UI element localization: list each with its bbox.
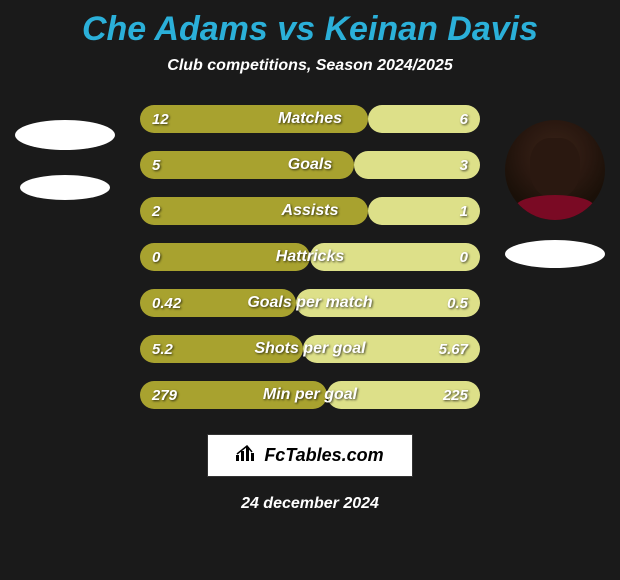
stat-row: 5 Goals 3: [140, 151, 480, 179]
stat-row: 0 Hattricks 0: [140, 243, 480, 271]
stat-row: 0.42 Goals per match 0.5: [140, 289, 480, 317]
stat-value-left: 2: [152, 203, 160, 220]
stat-label: Assists: [282, 202, 339, 220]
stat-value-left: 5.2: [152, 341, 173, 358]
stat-value-right: 5.67: [439, 341, 468, 358]
main-container: Che Adams vs Keinan Davis Club competiti…: [0, 0, 620, 580]
stat-row: 12 Matches 6: [140, 105, 480, 133]
page-subtitle: Club competitions, Season 2024/2025: [167, 57, 452, 75]
stat-value-right: 225: [443, 387, 468, 404]
stat-value-left: 12: [152, 111, 169, 128]
stat-value-left: 279: [152, 387, 177, 404]
stat-value-right: 1: [460, 203, 468, 220]
chart-icon: [236, 445, 256, 466]
page-title: Che Adams vs Keinan Davis: [82, 10, 538, 49]
footer-date: 24 december 2024: [241, 495, 379, 513]
stats-area: 12 Matches 6 5 Goals 3 2 Assists 1 0 Hattricks 0 0.4…: [140, 105, 480, 409]
player-right-team-badge: [505, 240, 605, 268]
stat-value-right: 3: [460, 157, 468, 174]
stat-row: 279 Min per goal 225: [140, 381, 480, 409]
stat-label: Matches: [278, 110, 342, 128]
stat-label: Shots per goal: [254, 340, 365, 358]
player-right-avatar: [505, 120, 605, 220]
stat-label: Hattricks: [276, 248, 344, 266]
player-left-team-badge: [20, 175, 110, 200]
branding-badge: FcTables.com: [207, 434, 412, 477]
stat-value-right: 6: [460, 111, 468, 128]
stat-value-left: 0: [152, 249, 160, 266]
stat-value-right: 0: [460, 249, 468, 266]
stat-label: Min per goal: [263, 386, 357, 404]
stat-label: Goals per match: [247, 294, 372, 312]
branding-label: FcTables.com: [264, 445, 383, 466]
player-right-panel: [505, 120, 605, 268]
stat-value-left: 0.42: [152, 295, 181, 312]
player-left-panel: [15, 120, 115, 200]
stat-value-right: 0.5: [447, 295, 468, 312]
stat-value-left: 5: [152, 157, 160, 174]
stat-row: 5.2 Shots per goal 5.67: [140, 335, 480, 363]
stat-row: 2 Assists 1: [140, 197, 480, 225]
player-left-avatar: [15, 120, 115, 150]
stat-label: Goals: [288, 156, 332, 174]
